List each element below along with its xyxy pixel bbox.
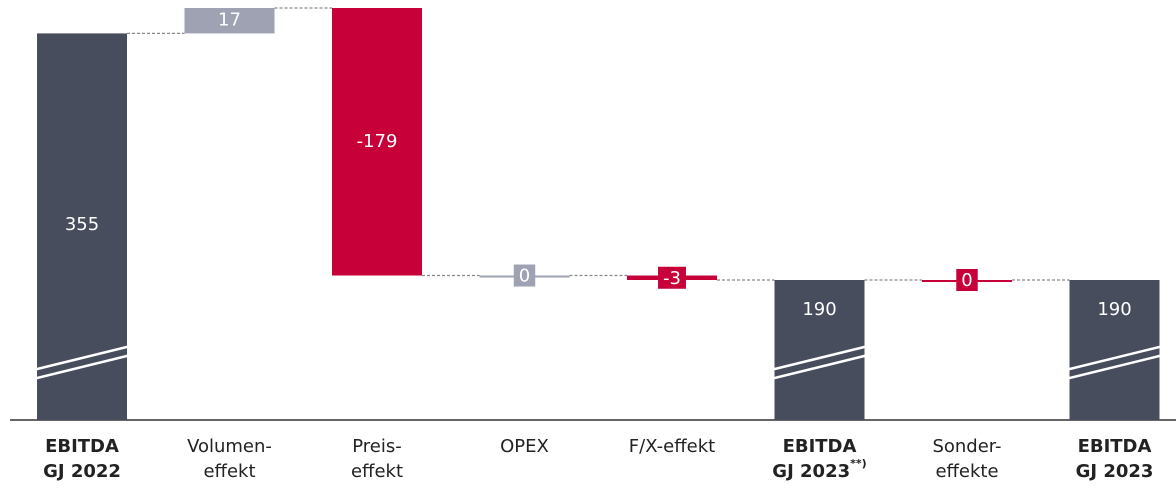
bar [332, 8, 422, 276]
value-label: 190 [802, 299, 836, 320]
value-label: 17 [218, 10, 241, 31]
axis-break [762, 351, 877, 383]
value-label: 190 [1097, 299, 1131, 320]
x-tick-label-line: OPEX [500, 436, 549, 457]
x-tick-label-line: effekt [351, 461, 403, 482]
value-label: 0 [961, 270, 972, 291]
x-tick-label-line: GJ 2022 [43, 461, 121, 482]
x-tick-label-line: EBITDA [45, 436, 119, 457]
x-tick-label: Sonder- [932, 436, 1001, 457]
axis-break [24, 351, 140, 383]
x-tick-label-line: Preis- [352, 436, 402, 457]
x-tick-label: effekte [935, 461, 998, 482]
x-tick-label: OPEX [500, 436, 549, 457]
axis-break [762, 342, 877, 374]
axis-break [1057, 351, 1172, 383]
axis-break [24, 342, 140, 374]
x-tick-label: GJ 2023**) [772, 457, 866, 482]
value-label: 355 [65, 214, 99, 235]
x-tick-label-line: GJ 2023 [772, 461, 850, 482]
category-note: **) [850, 457, 867, 470]
x-tick-label: Volumen- [187, 436, 272, 457]
value-box [658, 266, 686, 289]
x-tick-label: GJ 2022 [43, 461, 121, 482]
value-box [956, 269, 978, 291]
x-tick-label-line: F/X-effekt [629, 436, 715, 457]
x-tick-label-line: Sonder- [932, 436, 1001, 457]
x-tick-label-line: effekt [203, 461, 255, 482]
x-tick-label: EBITDA [45, 436, 119, 457]
x-tick-label-line: effekte [935, 461, 998, 482]
value-label: 0 [519, 266, 530, 287]
x-tick-label-line: EBITDA [783, 436, 857, 457]
x-tick-label: EBITDA [783, 436, 857, 457]
bar [37, 33, 127, 421]
x-tick-label: F/X-effekt [629, 436, 715, 457]
x-tick-label-line: Volumen- [187, 436, 272, 457]
x-tick-label-line: EBITDA [1078, 436, 1152, 457]
x-tick-label: effekt [351, 461, 403, 482]
x-tick-label: GJ 2023 [1076, 461, 1154, 482]
x-tick-label: effekt [203, 461, 255, 482]
value-label: -179 [357, 131, 398, 152]
x-tick-label-line: GJ 2023 [1076, 461, 1154, 482]
x-tick-label: Preis- [352, 436, 402, 457]
bar [184, 8, 275, 34]
x-tick-label: EBITDA [1078, 436, 1152, 457]
value-box [513, 264, 536, 287]
axis-break [1057, 342, 1172, 374]
value-label: -3 [663, 268, 681, 289]
